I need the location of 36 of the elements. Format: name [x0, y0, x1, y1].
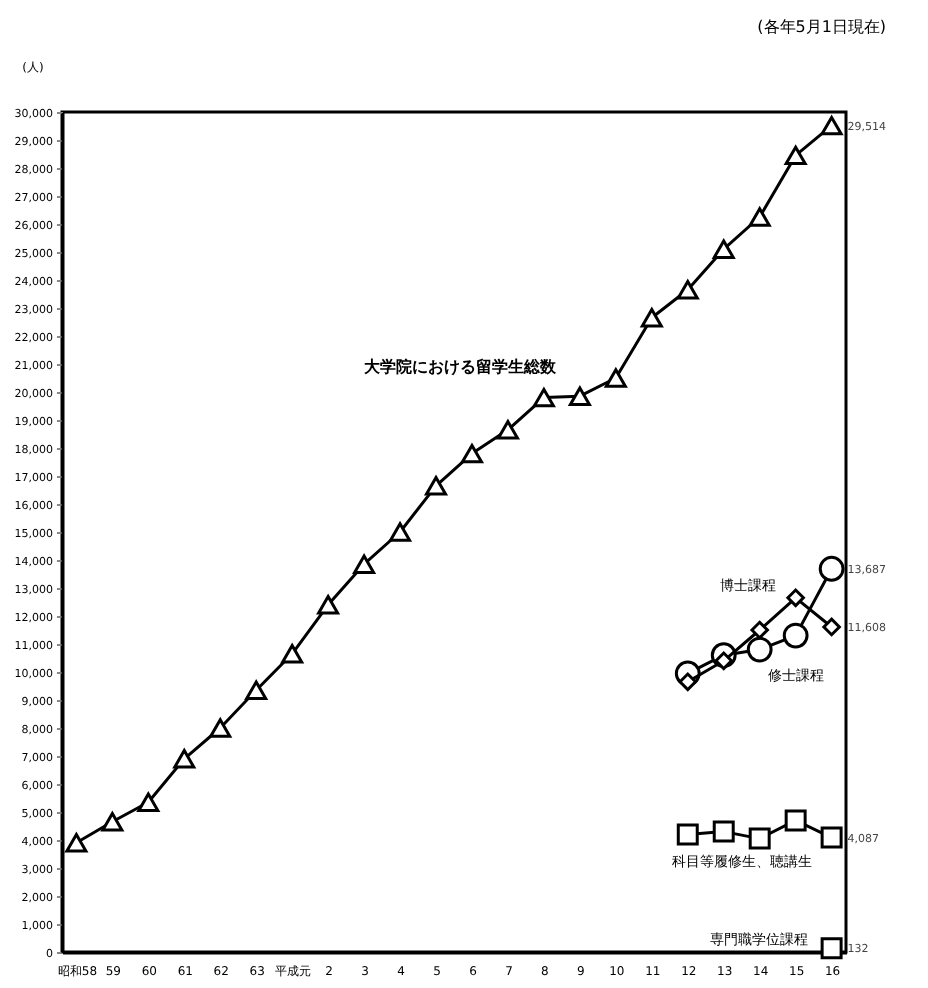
point — [245, 680, 268, 700]
point — [820, 937, 843, 960]
point — [65, 833, 88, 853]
point — [676, 823, 699, 846]
point — [712, 239, 735, 259]
point — [209, 718, 232, 738]
point — [818, 555, 845, 582]
point — [532, 387, 555, 408]
point — [604, 368, 627, 388]
point — [784, 809, 807, 832]
point — [746, 636, 773, 663]
point — [353, 554, 376, 574]
point — [281, 644, 304, 664]
point — [568, 386, 591, 406]
point — [461, 443, 483, 464]
point — [784, 145, 807, 166]
series-label: 大学院における留学生総数 — [363, 358, 558, 377]
point — [101, 812, 124, 832]
point — [750, 620, 769, 640]
point — [748, 827, 771, 850]
text: (各年5月1日現在) — [757, 18, 887, 36]
point — [317, 595, 340, 615]
point — [820, 115, 843, 136]
point — [640, 308, 663, 328]
point — [173, 749, 196, 769]
point — [425, 476, 447, 496]
point — [389, 522, 412, 542]
point — [712, 820, 735, 843]
point — [822, 617, 841, 637]
point — [137, 792, 160, 812]
point — [748, 207, 771, 227]
point — [782, 622, 809, 649]
point — [820, 826, 843, 849]
point — [496, 420, 519, 440]
point — [676, 280, 699, 300]
point — [786, 588, 805, 608]
